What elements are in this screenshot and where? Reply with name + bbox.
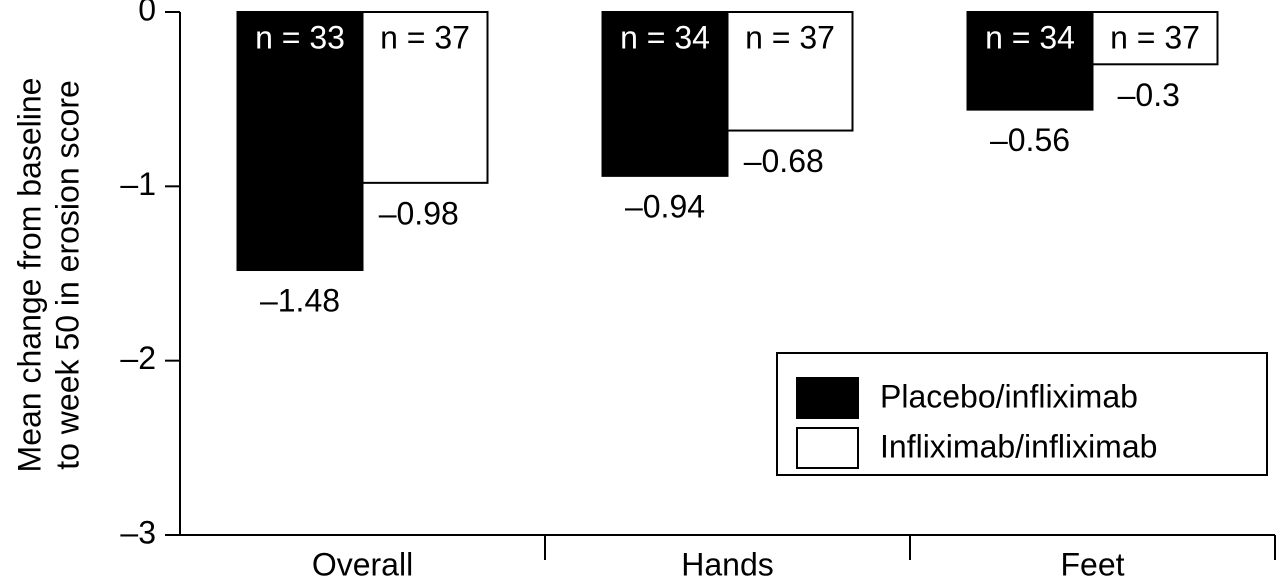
bar [1091, 11, 1219, 66]
sample-label: n = 34 [620, 19, 710, 55]
bar [966, 11, 1094, 111]
bar [361, 11, 489, 184]
sample-label: n = 37 [380, 19, 470, 55]
value-label: –1.48 [260, 282, 340, 318]
y-axis-title: Mean change from baseline to week 50 in … [11, 78, 85, 473]
y-label-line: to week 50 in erosion score [49, 80, 85, 470]
bar [236, 11, 364, 272]
bar [726, 11, 854, 132]
value-label: –0.56 [990, 122, 1070, 158]
legend-label: Infliximab/infliximab [880, 428, 1157, 464]
legend-swatch [796, 377, 859, 419]
sample-label: n = 37 [1110, 19, 1200, 55]
y-tick-label: –1 [120, 166, 156, 202]
sample-label: n = 33 [255, 19, 345, 55]
value-label: –0.94 [625, 188, 705, 224]
x-tick-label: Hands [681, 546, 774, 579]
value-label: –0.68 [744, 143, 824, 179]
legend-swatch [796, 427, 859, 469]
value-label: –0.3 [1118, 77, 1180, 113]
y-label-line: Mean change from baseline [11, 78, 47, 473]
sample-label: n = 34 [985, 19, 1075, 55]
x-tick-label: Overall [312, 546, 413, 579]
legend-label: Placebo/infliximab [880, 378, 1138, 414]
y-tick-label: 0 [138, 0, 156, 27]
sample-label: n = 37 [745, 19, 835, 55]
y-tick-label: –3 [120, 514, 156, 550]
value-label: –0.98 [379, 195, 459, 231]
x-tick-label: Feet [1060, 546, 1124, 579]
y-tick-label: –2 [120, 340, 156, 376]
